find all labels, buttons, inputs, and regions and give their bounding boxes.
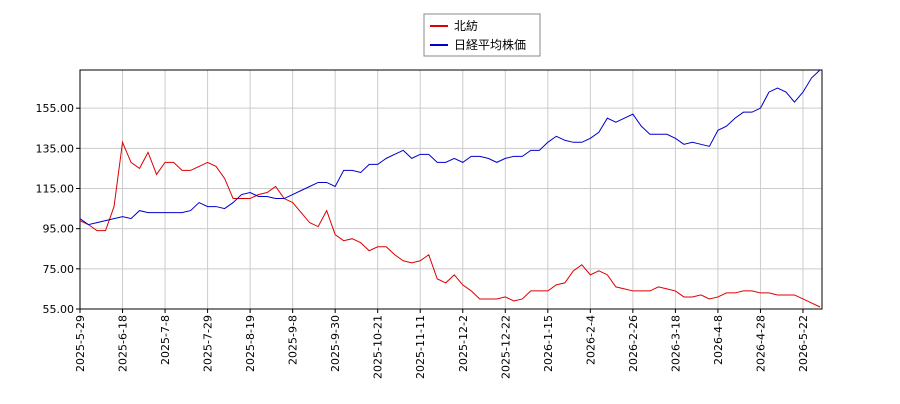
legend-label: 日経平均株価 [454, 37, 526, 52]
x-tick-label: 2025-10-21 [372, 315, 385, 379]
x-tick-label: 2025-6-18 [117, 315, 130, 372]
line-series [79, 140, 821, 308]
x-tick-label: 2025-5-29 [74, 315, 87, 372]
x-tick-label: 2025-9-30 [329, 315, 342, 372]
x-tick-label: 2025-9-8 [287, 315, 300, 365]
x-tick-label: 2025-11-11 [414, 315, 427, 379]
x-tick-label: 2026-4-28 [754, 315, 767, 372]
legend-box [423, 13, 541, 57]
x-tick-label: 2026-2-26 [627, 315, 640, 372]
x-tick-label: 2025-7-8 [159, 315, 172, 365]
y-tick-label: 155.00 [36, 102, 75, 115]
y-tick-label: 75.00 [43, 263, 75, 276]
y-tick-label: 135.00 [36, 142, 75, 155]
x-tick-label: 2025-12-2 [457, 315, 470, 372]
x-tick-label: 2026-1-15 [542, 315, 555, 372]
y-tick-label: 55.00 [43, 303, 75, 316]
y-tick-label: 95.00 [43, 223, 75, 236]
plot-frame [79, 69, 823, 310]
line-series [79, 69, 821, 226]
x-tick-label: 2026-5-22 [797, 315, 810, 372]
x-tick-label: 2026-3-18 [669, 315, 682, 372]
x-tick-label: 2025-12-22 [499, 315, 512, 379]
x-tick-label: 2026-4-8 [712, 315, 725, 365]
legend-label: 北紡 [454, 18, 478, 33]
y-tick-label: 115.00 [36, 182, 75, 195]
x-tick-label: 2025-8-19 [244, 315, 257, 372]
x-tick-label: 2025-7-29 [202, 315, 215, 372]
x-tick-label: 2026-2-4 [584, 315, 597, 365]
